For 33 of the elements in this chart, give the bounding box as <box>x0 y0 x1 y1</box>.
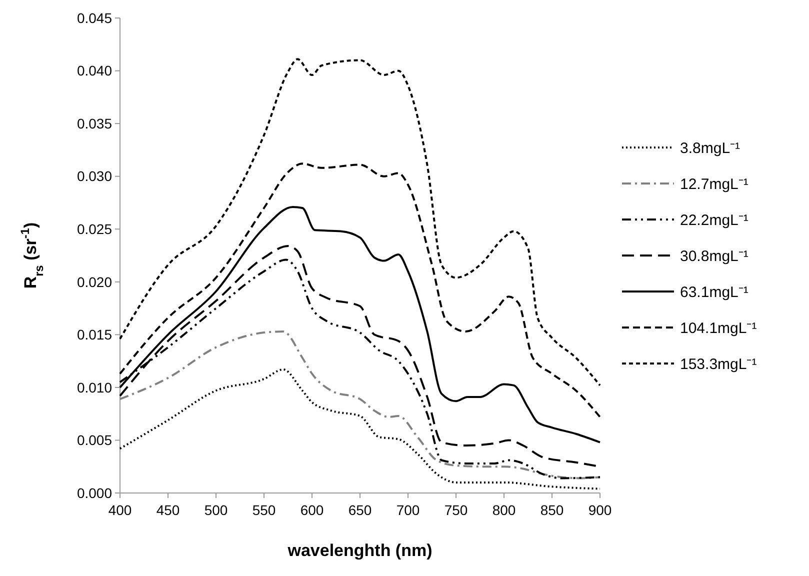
line-series <box>119 368 601 490</box>
y-tick-label: 0.010 <box>76 379 112 396</box>
x-tick-label: 600 <box>300 502 324 518</box>
y-tick-label: 0.045 <box>76 10 112 26</box>
legend-label: 104.1mgL⁻¹ <box>680 320 757 337</box>
x-tick-label: 400 <box>108 502 132 518</box>
x-tick-label: 450 <box>156 502 180 518</box>
line-series <box>119 58 601 386</box>
y-tick-label: 0.025 <box>76 221 112 238</box>
y-tick-label: 0.000 <box>76 484 112 501</box>
line-series <box>119 330 601 480</box>
y-tick-label: 0.035 <box>76 115 112 132</box>
x-tick-label: 800 <box>492 502 516 518</box>
x-tick-label: 750 <box>444 502 468 518</box>
line-series <box>119 162 601 418</box>
x-tick-label: 550 <box>252 502 276 518</box>
legend-label: 22.2mgL⁻¹ <box>680 212 748 229</box>
legend-label: 3.8mgL⁻¹ <box>680 140 740 157</box>
legend-label: 153.3mgL⁻¹ <box>680 356 757 373</box>
x-tick-label: 900 <box>588 502 612 518</box>
y-tick-label: 0.020 <box>76 274 112 290</box>
y-tick-label: 0.040 <box>76 62 112 79</box>
y-tick-label: 0.005 <box>76 432 112 448</box>
legend-label: 12.7mgL⁻¹ <box>680 176 748 193</box>
legend-label: 30.8mgL⁻¹ <box>680 248 748 265</box>
x-tick-label: 700 <box>396 502 420 518</box>
y-tick-label: 0.015 <box>76 326 112 343</box>
x-axis-title: wavelenghth (nm) <box>286 541 432 560</box>
x-tick-label: 850 <box>540 502 564 518</box>
x-tick-label: 650 <box>348 502 372 518</box>
y-tick-label: 0.030 <box>76 168 112 184</box>
legend-label: 63.1mgL⁻¹ <box>680 284 748 301</box>
x-tick-label: 500 <box>204 502 228 518</box>
